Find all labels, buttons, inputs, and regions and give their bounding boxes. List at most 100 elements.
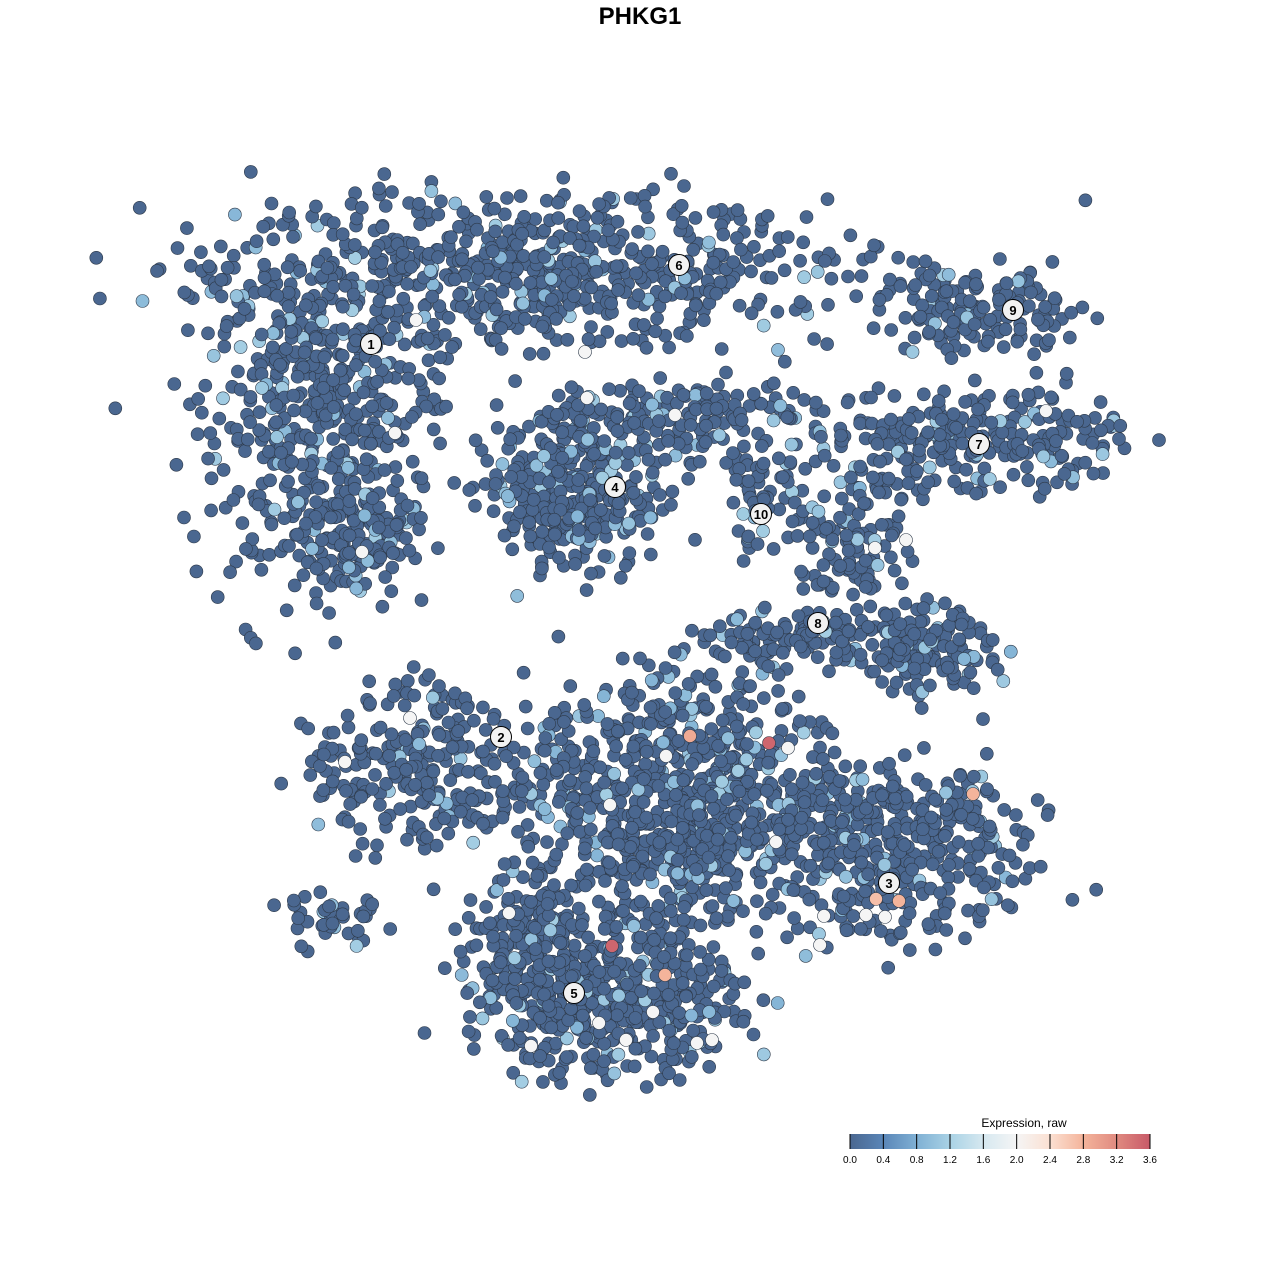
- cell-point: [252, 423, 267, 437]
- cell-point: [921, 425, 935, 440]
- cell-point: [1015, 444, 1030, 458]
- cell-point: [996, 340, 1011, 354]
- cell-point: [824, 271, 839, 286]
- cell-point: [924, 289, 939, 303]
- cell-point: [805, 515, 820, 530]
- cell-point: [592, 334, 607, 349]
- cell-point: [233, 340, 248, 354]
- cell-point: [452, 220, 466, 234]
- cell-point: [1002, 848, 1017, 863]
- expressing-cell-point: [966, 787, 980, 801]
- cell-point: [274, 776, 289, 791]
- cell-point: [274, 445, 288, 460]
- cell-point: [381, 411, 395, 425]
- cell-point: [773, 398, 788, 413]
- cell-point: [204, 471, 219, 486]
- cell-point: [747, 240, 761, 254]
- cell-point: [658, 705, 673, 719]
- cell-point: [825, 726, 840, 741]
- cell-point: [720, 792, 734, 807]
- cell-point: [494, 342, 509, 356]
- cell-point: [853, 416, 867, 431]
- cell-point: [263, 473, 277, 488]
- cell-point: [342, 546, 356, 560]
- cell-point: [798, 461, 813, 476]
- cell-point: [488, 224, 503, 239]
- cell-point: [284, 324, 299, 339]
- cell-point: [898, 310, 913, 325]
- cell-point: [538, 731, 553, 745]
- cell-point: [408, 777, 422, 792]
- cell-point: [982, 819, 997, 834]
- cell-point: [639, 340, 654, 355]
- cell-point: [737, 439, 751, 454]
- cell-point: [390, 473, 405, 488]
- cell-point: [881, 471, 896, 486]
- cell-point: [756, 456, 771, 471]
- cell-point: [563, 773, 577, 788]
- cell-point: [1085, 436, 1100, 450]
- cell-point: [312, 481, 326, 496]
- cell-point: [602, 382, 616, 397]
- cell-point: [1152, 433, 1166, 447]
- cell-point: [485, 244, 500, 259]
- cell-point: [861, 867, 876, 882]
- cell-point: [879, 608, 894, 623]
- cell-point: [443, 773, 458, 788]
- cell-point: [420, 331, 435, 346]
- cell-point: [688, 532, 702, 547]
- cluster-label: 9: [1009, 303, 1016, 318]
- cell-point: [631, 225, 645, 239]
- cell-point: [1086, 466, 1101, 481]
- legend-tick-label: 2.0: [1010, 1155, 1024, 1166]
- cell-point: [794, 564, 808, 579]
- cell-point: [401, 371, 416, 386]
- cell-point: [796, 235, 811, 250]
- cell-point: [264, 196, 279, 211]
- cell-point: [417, 1026, 432, 1040]
- cell-point: [677, 900, 692, 914]
- cell-point: [905, 345, 920, 359]
- cell-point: [857, 496, 871, 511]
- cell-point: [375, 220, 390, 235]
- cell-point: [912, 443, 926, 458]
- cell-point: [515, 226, 529, 241]
- cell-point: [946, 315, 961, 329]
- cell-point: [270, 288, 285, 303]
- cell-point: [841, 543, 856, 558]
- cell-point: [629, 266, 643, 281]
- cell-point: [944, 351, 959, 366]
- cell-point: [341, 720, 356, 735]
- cell-point: [649, 911, 664, 926]
- cell-point: [770, 625, 785, 640]
- cell-point: [578, 878, 593, 893]
- cell-point: [354, 200, 369, 215]
- cell-point: [378, 570, 393, 584]
- cell-point: [803, 858, 818, 873]
- cell-point: [836, 889, 851, 904]
- cell-point: [547, 512, 562, 527]
- cell-point: [650, 311, 664, 326]
- cell-point: [714, 754, 728, 769]
- cell-point: [844, 470, 858, 485]
- cell-point: [679, 948, 694, 963]
- cell-point: [399, 762, 414, 777]
- cell-point: [595, 470, 610, 485]
- cell-point: [807, 332, 821, 346]
- cell-point: [917, 741, 931, 755]
- cell-point: [918, 254, 933, 269]
- cell-point: [298, 404, 313, 419]
- cell-point: [699, 699, 713, 714]
- cell-point: [636, 795, 651, 809]
- cell-point: [846, 587, 860, 602]
- cell-point: [996, 674, 1011, 688]
- cell-point: [382, 332, 397, 347]
- cell-point: [495, 784, 510, 798]
- cell-point: [512, 800, 527, 814]
- cell-point: [270, 430, 284, 444]
- cell-point: [980, 782, 994, 797]
- cell-point: [622, 546, 637, 560]
- cell-point: [941, 660, 955, 675]
- cell-point: [747, 787, 762, 802]
- cell-point: [947, 474, 962, 489]
